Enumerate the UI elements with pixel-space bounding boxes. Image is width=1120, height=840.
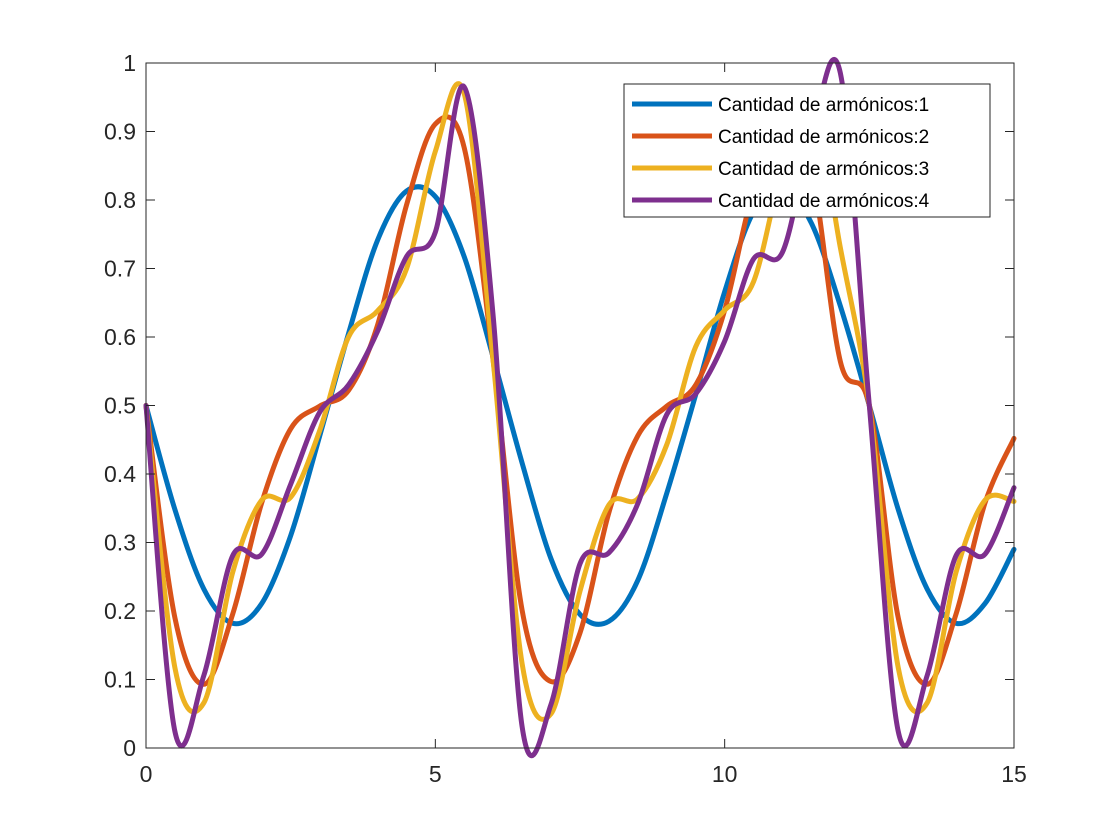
y-tick-label: 0.4 bbox=[104, 461, 136, 487]
legend-label-4: Cantidad de armónicos:4 bbox=[718, 191, 930, 212]
legend-label-3: Cantidad de armónicos:3 bbox=[718, 159, 929, 180]
y-tick-label: 1 bbox=[123, 50, 136, 76]
y-tick-label: 0.3 bbox=[104, 530, 136, 556]
legend-label-1: Cantidad de armónicos:1 bbox=[718, 95, 929, 116]
series-line-4 bbox=[143, 56, 1017, 759]
x-tick-label: 0 bbox=[140, 761, 153, 787]
ticks-layer: 0 5 10 15 0 0.1 0.2 0.3 0.4 0.5 0.6 0.7 0.8 0.9 1 bbox=[104, 50, 1027, 787]
y-tick-label: 0.1 bbox=[104, 667, 136, 693]
x-tick-label: 10 bbox=[712, 761, 738, 787]
legend-label-2: Cantidad de armónicos:2 bbox=[718, 127, 929, 148]
y-tick-label: 0 bbox=[123, 735, 136, 761]
y-tick-label: 0.7 bbox=[104, 256, 136, 282]
y-tick-label: 0.8 bbox=[104, 187, 136, 213]
series-layer bbox=[143, 56, 1017, 759]
x-tick-label: 5 bbox=[429, 761, 442, 787]
y-tick-label: 0.5 bbox=[104, 393, 136, 419]
y-tick-label: 0.9 bbox=[104, 119, 136, 145]
x-tick-label: 15 bbox=[1001, 761, 1027, 787]
y-tick-label: 0.2 bbox=[104, 598, 136, 624]
y-tick-label: 0.6 bbox=[104, 324, 136, 350]
legend: Cantidad de armónicos:1 Cantidad de armón… bbox=[623, 83, 991, 218]
